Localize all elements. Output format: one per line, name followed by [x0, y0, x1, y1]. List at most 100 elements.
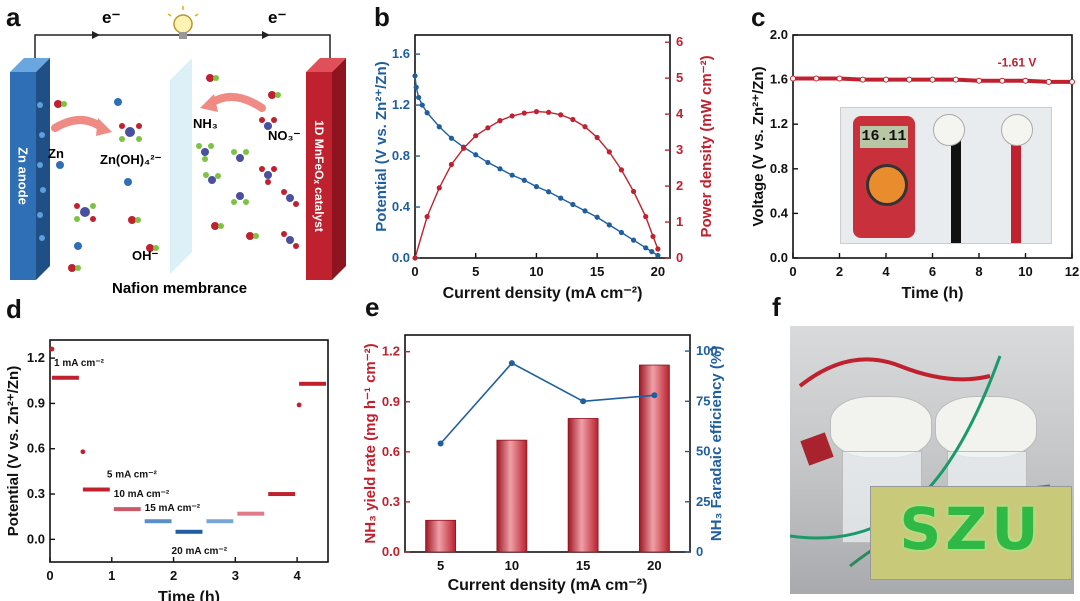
- membrane-label: Nafion membrance: [112, 280, 248, 297]
- fe-point-e: [437, 440, 444, 447]
- data-point-c: [836, 75, 843, 82]
- data-point-b-power: [509, 113, 515, 119]
- y-tick-label-c: 1.2: [770, 116, 788, 131]
- y-tick-label-e: 1.2: [382, 344, 400, 359]
- x-tick-label-c: 10: [1018, 264, 1032, 279]
- y-tick-label-c: 1.6: [770, 72, 788, 87]
- y-tick-label-e: 0.3: [382, 494, 400, 509]
- data-point-b-potential: [558, 195, 564, 201]
- probe-red: [1011, 132, 1021, 243]
- anode-label: Zn anode: [15, 147, 31, 205]
- segment-d: [144, 519, 172, 524]
- y2-tick-label-b: 3: [676, 142, 683, 157]
- segment-d: [268, 492, 296, 497]
- molecules-decoration: [54, 74, 299, 272]
- y-tick-label-e: 0.9: [382, 394, 400, 409]
- device-photo: SZU: [790, 326, 1074, 594]
- cathode-label: 1D MnFeOₓ catalyst: [312, 120, 326, 232]
- plot-frame-b: [414, 34, 671, 259]
- segment-label-d: 10 mA cm⁻²: [114, 489, 170, 500]
- segment-d: [206, 519, 234, 524]
- x-tick-label-b: 15: [590, 264, 604, 279]
- electron-label-left: e⁻: [102, 8, 121, 27]
- data-point-b-power: [448, 161, 455, 168]
- panel-c-ocv: c 0 2 4 6 8 10 12 0.0 0.4 0.8 1.2 1.6 2.0 -1.61 V Time…: [725, 0, 1080, 310]
- y-tick-label-d: 0.3: [27, 486, 45, 501]
- data-point-b-potential: [582, 208, 588, 214]
- panel-label-c: c: [751, 2, 766, 32]
- x-tick-label-e: 5: [437, 558, 444, 573]
- y2-tick-label-b: 2: [676, 178, 683, 193]
- data-point-b-potential: [606, 222, 612, 228]
- y-tick-label-d: 0.9: [27, 395, 45, 410]
- y-tick-label-c: 0.0: [770, 250, 788, 265]
- data-point-b-potential: [521, 177, 527, 183]
- spike-point-d: [296, 402, 302, 408]
- y-tick-label-b: 0.0: [392, 250, 410, 265]
- segment-label-d: 5 mA cm⁻²: [107, 470, 158, 481]
- x-tick-label-c: 0: [789, 264, 796, 279]
- y2-axis-label-e: NH₃ Faradaic efficiency (%): [708, 346, 725, 541]
- nafion-membrane: [170, 58, 192, 274]
- y2-tick-label-e: 75: [696, 393, 710, 408]
- x-tick-label-d: 4: [293, 568, 301, 583]
- y2-tick-label-b: 6: [676, 34, 683, 49]
- x-tick-label-b: 0: [411, 264, 418, 279]
- data-point-b-potential: [655, 252, 661, 259]
- data-point-b-potential: [473, 152, 479, 158]
- electron-arrow-right: [262, 31, 270, 39]
- data-point-b-power: [485, 125, 491, 131]
- species-zn: Zn: [48, 146, 64, 161]
- panel-label-e: e: [365, 292, 380, 322]
- wire-red: [798, 357, 991, 388]
- data-point-b-power: [570, 116, 576, 123]
- y-axis-label-d: Potential (V vs. Zn²⁺/Zn): [5, 366, 22, 536]
- lightbulb-icon: [167, 6, 199, 39]
- panel-label-b: b: [374, 2, 390, 32]
- data-point-b-potential: [419, 102, 425, 108]
- y-tick-label-d: 0.0: [27, 531, 45, 546]
- x-tick-label-d: 3: [232, 568, 239, 583]
- species-nh3: NH₃: [193, 116, 218, 131]
- x-tick-label-c: 6: [929, 264, 936, 279]
- spike-point-d: [80, 449, 86, 455]
- data-point-b-potential: [594, 214, 600, 220]
- electrode-holder-right: [1001, 114, 1033, 146]
- panel-f-photo: f SZU: [772, 292, 1080, 601]
- fe-line-e: [440, 362, 655, 445]
- data-point-b-potential: [424, 110, 430, 116]
- data-point-b-potential: [630, 237, 637, 243]
- multimeter-body: 16.11: [853, 116, 915, 238]
- x-tick-label-c: 4: [882, 264, 890, 279]
- y-tick-label-e: 0.6: [382, 444, 400, 459]
- data-point-c: [813, 75, 820, 82]
- x-tick-label-e: 20: [647, 558, 661, 573]
- x-axis-label-b: Current density (mA cm⁻²): [443, 285, 643, 302]
- species-zincate: Zn(OH)₄²⁻: [100, 152, 162, 167]
- x-tick-label-c: 8: [975, 264, 982, 279]
- x-tick-label-e: 15: [576, 558, 590, 573]
- data-point-b-potential: [533, 184, 540, 190]
- data-point-b-potential: [545, 189, 552, 195]
- series-line-b-power: [414, 110, 659, 259]
- x-tick-label-c: 12: [1065, 264, 1079, 279]
- data-point-b-power: [497, 118, 503, 124]
- data-point-b-power: [630, 188, 637, 195]
- circuit-wire: [34, 34, 331, 62]
- data-point-c: [883, 76, 889, 83]
- x-tick-label-b: 20: [651, 264, 665, 279]
- catalyst-cathode-slab: [306, 58, 346, 280]
- multimeter-display: 16.11: [860, 126, 908, 148]
- led-board: SZU: [870, 486, 1072, 580]
- plot-frame-e: [404, 334, 691, 553]
- segment-label-d: 20 mA cm⁻²: [172, 546, 228, 557]
- x-tick-label-b: 5: [472, 264, 479, 279]
- x-tick-label-d: 0: [46, 568, 53, 583]
- cell-cap-left: [830, 396, 932, 458]
- data-point-c: [929, 76, 936, 83]
- data-point-b-potential: [497, 166, 503, 172]
- panel-b-polarization: b 0 5 10 15 20 0.0 0.4 0.8 1.2 1.6 0 1 2 3 4 5 6 Current …: [370, 0, 725, 310]
- led-board-text: SZU: [899, 495, 1043, 563]
- data-point-b-power: [606, 149, 612, 155]
- schematic-svg: [10, 6, 346, 280]
